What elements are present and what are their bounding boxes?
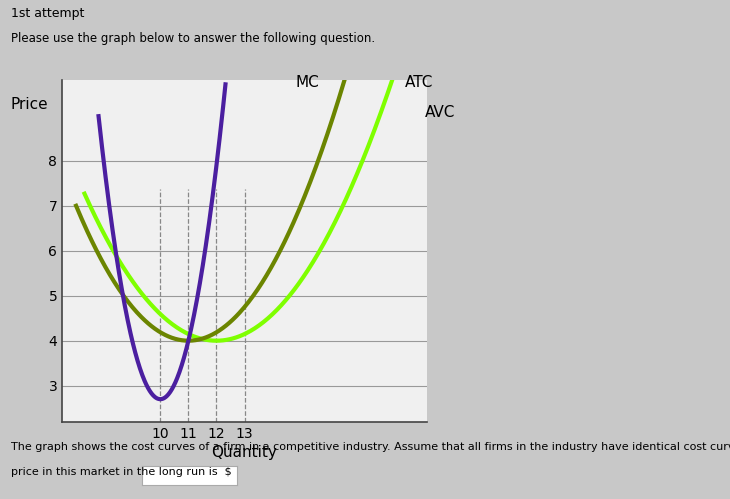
Text: Please use the graph below to answer the following question.: Please use the graph below to answer the… [11, 32, 375, 45]
Text: AVC: AVC [425, 105, 456, 120]
Text: MC: MC [296, 75, 320, 90]
Text: ATC: ATC [405, 75, 434, 90]
Text: 1st attempt: 1st attempt [11, 7, 85, 20]
Text: The graph shows the cost curves of a firm in a competitive industry. Assume that: The graph shows the cost curves of a fir… [11, 442, 730, 452]
Text: price in this market in the long run is  $: price in this market in the long run is … [11, 467, 231, 477]
Text: Price: Price [10, 97, 48, 112]
X-axis label: Quantity: Quantity [212, 445, 277, 460]
